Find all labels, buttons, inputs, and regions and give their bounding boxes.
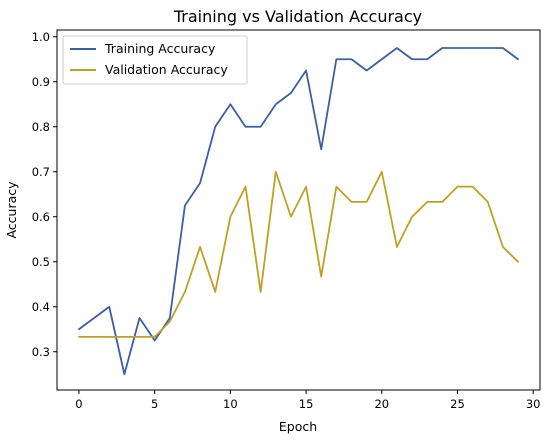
y-tick-label: 0.5	[32, 255, 50, 269]
legend: Training Accuracy Validation Accuracy	[62, 35, 248, 85]
x-tick-label: 25	[450, 397, 465, 411]
legend-box	[62, 35, 248, 85]
x-tick-label: 10	[223, 397, 238, 411]
x-tick-label: 15	[299, 397, 314, 411]
x-tick-label: 5	[151, 397, 158, 411]
plot-frame	[56, 29, 541, 391]
x-tick-label: 0	[75, 397, 82, 411]
validation-accuracy-line	[78, 170, 519, 338]
y-tick-label: 0.6	[32, 210, 50, 224]
y-tick-label: 0.9	[32, 75, 50, 89]
x-tick-label: 20	[374, 397, 389, 411]
chart-title: Training vs Validation Accuracy	[173, 7, 422, 26]
y-tick-label: 0.3	[32, 345, 50, 359]
y-tick-label: 0.7	[32, 165, 50, 179]
x-axis: 0 5 10 15 20 25 30	[75, 390, 541, 411]
x-tick-label: 30	[526, 397, 541, 411]
legend-label-training: Training Accuracy	[104, 41, 216, 56]
y-axis-label: Accuracy	[4, 181, 19, 239]
y-axis: 0.3 0.4 0.5 0.6 0.7 0.8 0.9 1.0	[32, 30, 57, 359]
training-accuracy-line	[78, 47, 519, 376]
legend-label-validation: Validation Accuracy	[105, 62, 228, 77]
y-tick-label: 1.0	[32, 30, 50, 44]
y-tick-label: 0.8	[32, 120, 50, 134]
y-tick-label: 0.4	[32, 300, 50, 314]
series-lines	[78, 47, 519, 376]
x-axis-label: Epoch	[279, 419, 317, 434]
